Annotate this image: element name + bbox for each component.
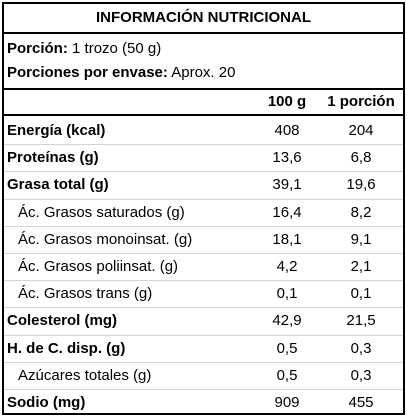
nutrient-value-per-serving: 0,1 (350, 285, 372, 303)
nutrient-value-per-serving: 9,1 (350, 230, 372, 248)
nutrient-value-per-100g: 39,1 (272, 176, 302, 194)
nutrient-row-total-sugars: Azúcares totales (g) 0,5 0,3 (4, 363, 403, 390)
label-title: INFORMACIÓN NUTRICIONAL (4, 4, 403, 34)
nutrient-value-per-100g: 42,9 (272, 312, 302, 330)
nutrient-value-per-100g: 0,5 (276, 366, 298, 384)
portion-line: Porción: 1 trozo (50 g) (7, 37, 399, 61)
nutrient-row-polyunsaturated-fat: Ác. Grasos poliinsat. (g) 4,2 2,1 (4, 254, 403, 282)
nutrient-name: Azúcares totales (g) (18, 366, 152, 384)
nutrient-row-total-fat: Grasa total (g) 39,1 19,6 (4, 172, 403, 200)
nutrient-value-per-serving: 21,5 (346, 312, 376, 330)
nutrient-value-per-serving: 2,1 (350, 257, 372, 275)
column-header-row: 100 g 1 porción (4, 90, 403, 116)
nutrient-value-per-serving: 0,3 (350, 339, 372, 357)
column-header-per-serving: 1 porción (327, 93, 395, 110)
nutrient-name: Grasa total (g) (7, 176, 109, 194)
nutrient-value-per-100g: 909 (274, 393, 300, 411)
nutrient-row-saturated-fat: Ác. Grasos saturados (g) 16,4 8,2 (4, 200, 403, 227)
nutrient-value-per-100g: 0,5 (276, 339, 298, 357)
nutrient-value-per-serving: 204 (348, 122, 374, 139)
nutrient-value-per-serving: 455 (348, 393, 374, 411)
nutrient-value-per-100g: 408 (274, 122, 300, 139)
nutrient-value-per-100g: 0,1 (276, 285, 298, 303)
portion-value: 1 trozo (50 g) (72, 40, 162, 57)
nutrient-name: Ác. Grasos monoinsat. (g) (18, 230, 193, 248)
nutrient-name: H. de C. disp. (g) (7, 339, 126, 357)
nutrient-value-per-serving: 0,3 (350, 366, 372, 384)
nutrient-row-cholesterol: Colesterol (mg) 42,9 21,5 (4, 308, 403, 336)
servings-per-container-value: Aprox. 20 (171, 64, 236, 81)
serving-info: Porción: 1 trozo (50 g) Porciones por en… (4, 34, 403, 90)
servings-per-container-label: Porciones por envase: (7, 64, 168, 81)
nutrient-value-per-100g: 13,6 (272, 149, 302, 167)
servings-per-container-line: Porciones por envase: Aprox. 20 (7, 61, 399, 85)
nutrient-value-per-100g: 4,2 (276, 257, 298, 275)
nutrient-name: Proteínas (g) (7, 149, 99, 167)
nutrient-name: Sodio (mg) (7, 393, 86, 411)
nutrient-name: Energía (kcal) (7, 122, 106, 139)
nutrient-row-energy: Energía (kcal) 408 204 (4, 118, 403, 146)
nutrient-value-per-100g: 18,1 (272, 230, 302, 248)
nutrient-value-per-100g: 16,4 (272, 203, 302, 221)
nutrient-row-trans-fat: Ác. Grasos trans (g) 0,1 0,1 (4, 281, 403, 309)
portion-label: Porción: (7, 40, 68, 57)
nutrient-value-per-serving: 6,8 (350, 149, 372, 167)
nutrient-row-sodium: Sodio (mg) 909 455 (4, 390, 403, 416)
nutrient-row-monounsaturated-fat: Ác. Grasos monoinsat. (g) 18,1 9,1 (4, 227, 403, 254)
nutrient-value-per-serving: 19,6 (346, 176, 376, 194)
nutrient-name: Colesterol (mg) (7, 312, 118, 330)
nutrient-name: Ác. Grasos trans (g) (18, 285, 153, 303)
nutrient-table: Energía (kcal) 408 204 Proteínas (g) 13,… (4, 116, 403, 416)
nutrient-row-carbohydrates: H. de C. disp. (g) 0,5 0,3 (4, 336, 403, 363)
nutrient-value-per-serving: 8,2 (350, 203, 372, 221)
column-header-per-100g: 100 g (267, 93, 307, 110)
nutrient-row-protein: Proteínas (g) 13,6 6,8 (4, 145, 403, 173)
nutrient-name: Ác. Grasos poliinsat. (g) (18, 257, 179, 275)
nutrient-name: Ác. Grasos saturados (g) (18, 203, 185, 221)
